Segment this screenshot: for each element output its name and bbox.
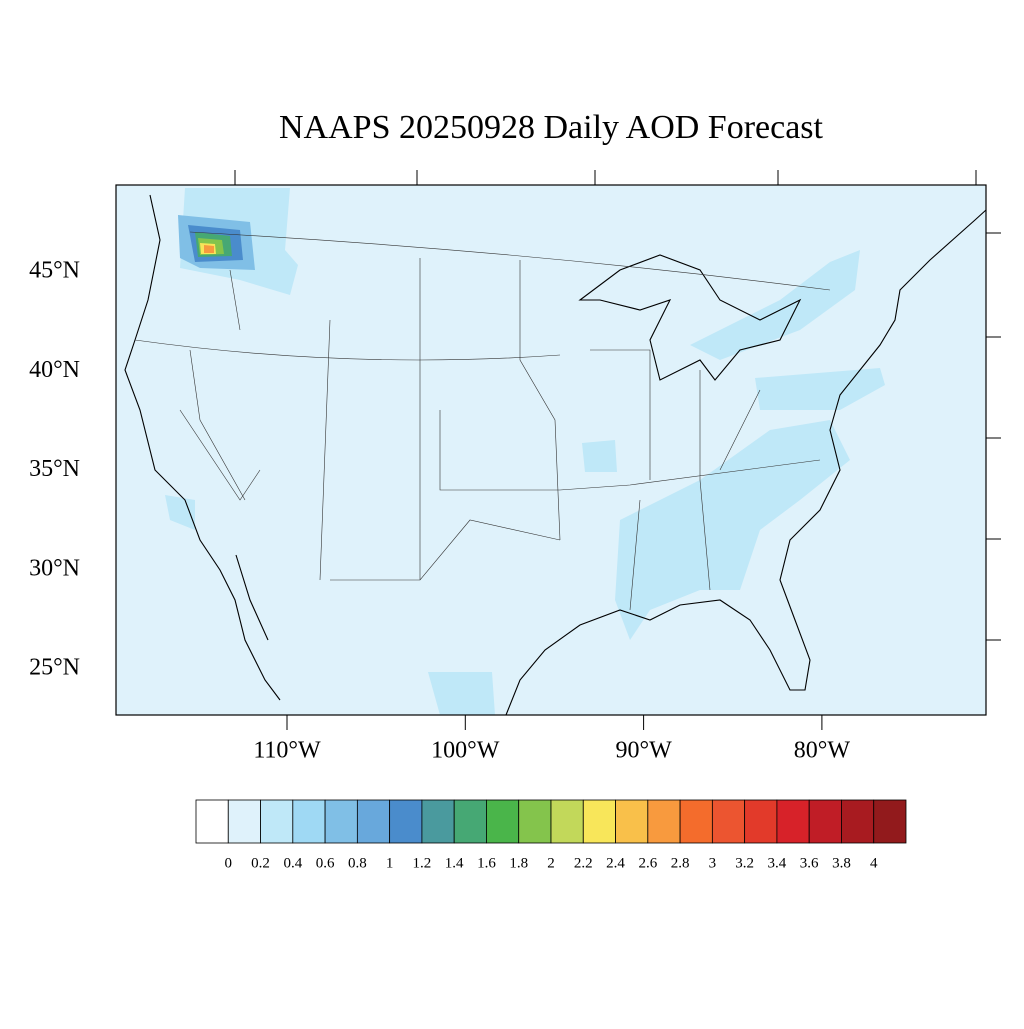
lon-label: 110°W	[253, 738, 321, 764]
state-borders	[134, 231, 831, 611]
colorbar-box	[808, 799, 842, 844]
colorbar-box	[227, 799, 261, 844]
colorbar-label: 0.6	[316, 855, 335, 871]
colorbar-label: 3	[709, 855, 717, 871]
colorbar-box	[518, 799, 552, 844]
colorbar-label: 4	[870, 855, 878, 871]
lat-label: 40°N	[29, 357, 80, 383]
coastlines	[124, 194, 987, 716]
colorbar-label: 0	[225, 855, 233, 871]
colorbar-box	[453, 799, 487, 844]
colorbar-box	[582, 799, 616, 844]
axes: 45°N 40°N 35°N 30°N 25°N 110°W 100°W 90°W 80°W	[29, 258, 850, 764]
colorbar-label: 1.2	[413, 855, 432, 871]
colorbar-box	[389, 799, 423, 844]
colorbar-box	[744, 799, 778, 844]
colorbar-box	[260, 799, 294, 844]
aod-hotspot	[178, 215, 255, 270]
colorbar-label: 3.2	[735, 855, 754, 871]
colorbar-box	[292, 799, 326, 844]
colorbar-box	[195, 799, 229, 844]
colorbar-label: 1	[386, 855, 394, 871]
colorbar: 0 0.2 0.4 0.6 0.8 1 1.2 1.4 1.6 1.8 2 2.2 2.4 2.6 2.8 3…	[195, 799, 907, 871]
lat-label: 45°N	[29, 258, 80, 284]
colorbar-box	[324, 799, 358, 844]
colorbar-label: 2.4	[606, 855, 625, 871]
lon-label: 80°W	[794, 738, 851, 764]
colorbar-box	[679, 799, 713, 844]
colorbar-box	[421, 799, 455, 844]
colorbar-box	[873, 799, 907, 844]
lat-label: 30°N	[29, 555, 80, 581]
colorbar-label: 2.2	[574, 855, 593, 871]
colorbar-label: 1.4	[445, 855, 464, 871]
colorbar-label: 2.8	[671, 855, 690, 871]
colorbar-box	[356, 799, 391, 844]
colorbar-label: 3.8	[832, 855, 851, 871]
map-frame	[115, 184, 987, 716]
map-title: NAAPS 20250928 Daily AOD Forecast	[279, 109, 824, 146]
map-area	[115, 170, 1001, 716]
colorbar-box	[776, 799, 810, 844]
colorbar-box	[647, 799, 681, 844]
colorbar-label: 0.2	[251, 855, 270, 871]
colorbar-label: 2	[547, 855, 555, 871]
colorbar-label: 0.8	[348, 855, 367, 871]
colorbar-label: 1.6	[477, 855, 496, 871]
lat-label: 35°N	[29, 456, 80, 482]
lon-label: 100°W	[431, 738, 500, 764]
colorbar-box	[486, 799, 520, 844]
colorbar-label: 1.8	[509, 855, 528, 871]
colorbar-box	[841, 799, 875, 844]
colorbar-label: 3.4	[768, 855, 787, 871]
lon-label: 90°W	[615, 738, 672, 764]
colorbar-label: 2.6	[638, 855, 657, 871]
colorbar-box	[550, 799, 584, 844]
lat-label: 25°N	[29, 655, 80, 681]
colorbar-box	[615, 799, 649, 844]
colorbar-box	[711, 799, 746, 844]
colorbar-label: 3.6	[800, 855, 819, 871]
frame-ticks	[234, 170, 1001, 641]
colorbar-label: 0.4	[283, 855, 302, 871]
